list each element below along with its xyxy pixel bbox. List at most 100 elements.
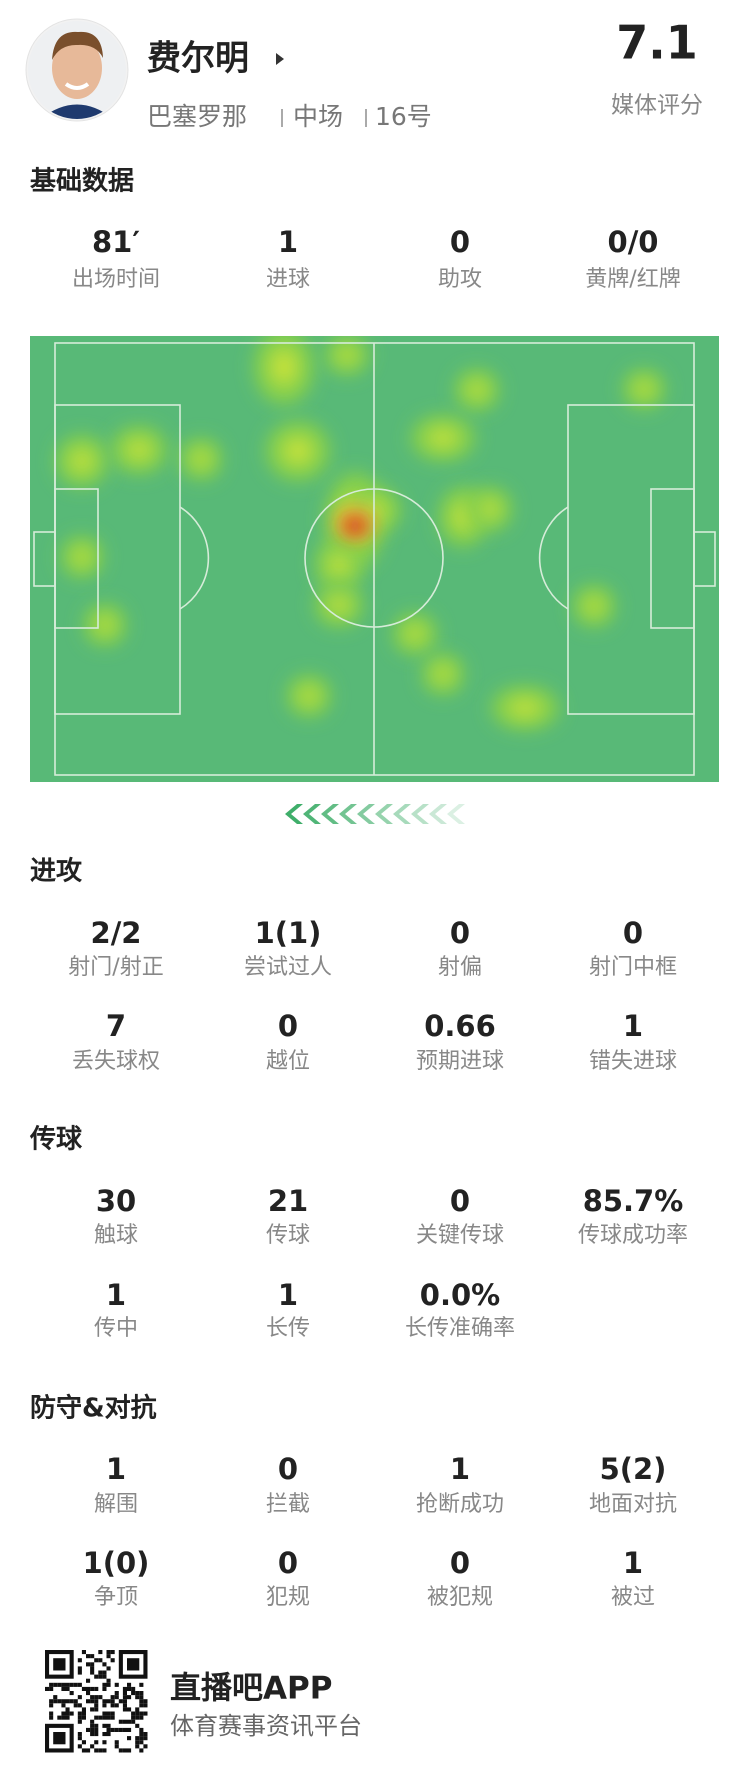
qr-cell xyxy=(143,1699,148,1704)
qr-cell xyxy=(139,1699,144,1704)
rating-label: 媒体评分 xyxy=(611,93,703,119)
stat-value: 5(2) xyxy=(600,1452,667,1486)
name-arrow[interactable] xyxy=(276,53,284,65)
qr-cell xyxy=(102,1662,107,1667)
qr-cell xyxy=(102,1748,107,1753)
qr-cell xyxy=(86,1727,91,1732)
qr-cell xyxy=(139,1748,144,1753)
stat-label: 助攻 xyxy=(438,267,482,292)
qr-cell xyxy=(61,1703,66,1708)
qr-cell xyxy=(61,1699,66,1704)
qr-cell xyxy=(135,1740,140,1745)
qr-cell xyxy=(114,1695,119,1700)
qr-cell xyxy=(139,1703,144,1708)
stat-label: 传球成功率 xyxy=(578,1223,688,1248)
heat-core xyxy=(329,596,349,614)
qr-cell xyxy=(94,1715,99,1720)
qr-cell xyxy=(114,1703,119,1708)
heat-core xyxy=(435,666,451,682)
qr-cell xyxy=(102,1670,107,1675)
qr-cell xyxy=(102,1740,107,1745)
qr-cell xyxy=(90,1744,95,1749)
stat-value: 0.0% xyxy=(420,1278,500,1312)
qr-cell xyxy=(53,1699,58,1704)
qr-cell xyxy=(77,1670,82,1675)
qr-cell xyxy=(98,1658,103,1663)
stat-label: 解围 xyxy=(94,1492,138,1517)
qr-code xyxy=(45,1650,148,1753)
section-title: 进攻 xyxy=(30,857,83,887)
qr-cell xyxy=(77,1732,82,1737)
qr-cell xyxy=(110,1695,115,1700)
qr-cell xyxy=(90,1732,95,1737)
qr-cell xyxy=(135,1691,140,1696)
chevron xyxy=(321,804,339,824)
qr-cell xyxy=(90,1707,95,1712)
chevron xyxy=(285,804,303,824)
heatmap-pitch xyxy=(30,336,719,782)
qr-cell xyxy=(139,1736,144,1741)
qr-cell xyxy=(90,1695,95,1700)
qr-cell xyxy=(122,1691,127,1696)
qr-cell xyxy=(94,1703,99,1708)
qr-cell xyxy=(86,1691,91,1696)
qr-cell xyxy=(77,1719,82,1724)
position: 中场 xyxy=(293,102,343,131)
qr-cell xyxy=(69,1682,74,1687)
qr-cell xyxy=(45,1686,50,1691)
pitch-line xyxy=(304,488,444,628)
qr-cell xyxy=(135,1695,140,1700)
heat-hot xyxy=(342,516,368,536)
qr-cell xyxy=(102,1686,107,1691)
chevron xyxy=(303,804,321,824)
qr-cell xyxy=(102,1703,107,1708)
qr-cell xyxy=(77,1695,82,1700)
qr-cell xyxy=(73,1682,78,1687)
app-slogan: 体育赛事资讯平台 xyxy=(170,1712,362,1740)
qr-cell xyxy=(94,1723,99,1728)
qr-cell xyxy=(61,1715,66,1720)
heat-core xyxy=(300,688,318,704)
qr-cell xyxy=(94,1732,99,1737)
qr-cell xyxy=(69,1691,74,1696)
heat-core xyxy=(97,617,113,633)
stat-label: 关键传球 xyxy=(416,1223,504,1248)
qr-cell xyxy=(131,1719,136,1724)
heatmap xyxy=(56,336,665,730)
qr-cell xyxy=(65,1715,70,1720)
qr-cell xyxy=(139,1727,144,1732)
stat-value: 21 xyxy=(268,1184,308,1218)
player-name[interactable]: 费尔明 xyxy=(147,39,249,79)
qr-cell xyxy=(110,1715,115,1720)
heat-core xyxy=(636,381,652,397)
qr-cell xyxy=(139,1715,144,1720)
qr-finder xyxy=(127,1658,140,1671)
qr-finder xyxy=(53,1732,66,1745)
heat-core xyxy=(74,549,90,565)
qr-cell xyxy=(61,1711,66,1716)
section-title: 防守&对抗 xyxy=(30,1393,157,1424)
stat-label: 触球 xyxy=(94,1223,138,1248)
qr-cell xyxy=(122,1686,127,1691)
qr-cell xyxy=(143,1732,148,1737)
qr-cell xyxy=(90,1699,95,1704)
qr-cell xyxy=(118,1727,123,1732)
qr-cell xyxy=(102,1699,107,1704)
qr-cell xyxy=(143,1744,148,1749)
qr-cell xyxy=(94,1727,99,1732)
stat-value: 1(1) xyxy=(255,916,322,950)
qr-cell xyxy=(49,1686,54,1691)
qr-cell xyxy=(139,1711,144,1716)
qr-cell xyxy=(49,1711,54,1716)
qr-cell xyxy=(122,1748,127,1753)
qr-cell xyxy=(102,1711,107,1716)
qr-cell xyxy=(106,1678,111,1683)
team: 巴塞罗那 xyxy=(147,102,247,131)
stat-value: 0 xyxy=(278,1009,298,1043)
qr-cell xyxy=(77,1658,82,1663)
qr-cell xyxy=(122,1727,127,1732)
heat-core xyxy=(127,440,151,460)
stat-label: 抢断成功 xyxy=(416,1492,504,1517)
rating: 7.1 xyxy=(616,16,698,70)
qr-cell xyxy=(65,1711,70,1716)
